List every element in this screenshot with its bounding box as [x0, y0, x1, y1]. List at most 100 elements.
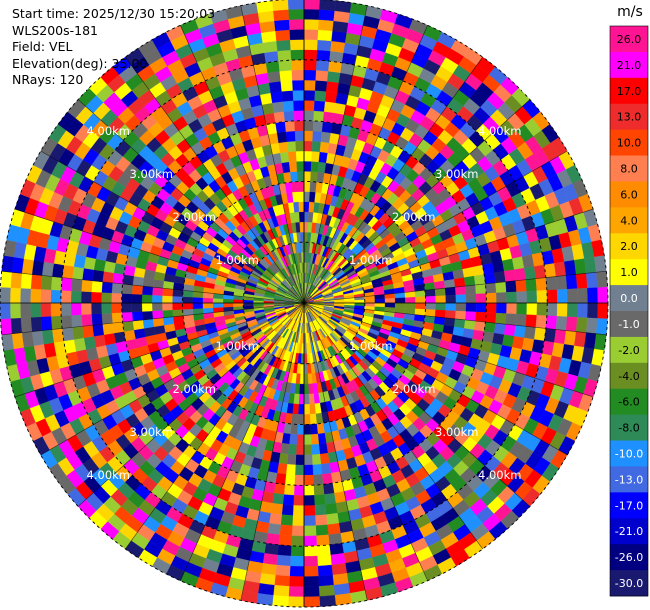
range-gate-cell [303, 484, 315, 496]
range-gate-cell [374, 302, 386, 308]
range-gate-cell [290, 171, 298, 183]
range-gate-cell [91, 291, 102, 304]
range-gate-cell [272, 595, 289, 607]
range-gate-cell [285, 130, 296, 142]
range-gate-cell [275, 472, 287, 485]
range-gate-cell [161, 302, 173, 311]
range-gate-cell [316, 534, 330, 547]
colorbar-tick-label: 6.0 [620, 188, 638, 201]
range-gate-cell [587, 287, 599, 304]
range-gate-cell [122, 274, 135, 286]
range-gate-cell [455, 285, 467, 296]
range-gate-cell [309, 403, 316, 415]
range-gate-cell [291, 59, 305, 71]
range-gate-cell [314, 514, 328, 526]
range-gate-cell [9, 302, 21, 319]
range-gate-cell [303, 201, 310, 213]
range-gate-cell [192, 297, 203, 304]
range-gate-cell [289, 565, 305, 577]
colorbar-tick-label: 4.0 [620, 214, 638, 227]
range-gate-cell [20, 317, 33, 333]
range-gate-cell [141, 285, 153, 296]
range-gate-cell [121, 293, 133, 304]
range-ring-label: 2.00km [392, 382, 435, 396]
range-gate-cell [111, 292, 123, 304]
range-gate-cell [60, 277, 73, 291]
range-gate-cell [312, 474, 324, 486]
range-gate-cell [597, 286, 609, 304]
range-gate-cell [303, 474, 314, 486]
range-gate-cell [323, 101, 336, 114]
range-gate-cell [92, 269, 105, 282]
range-gate-cell [333, 10, 351, 23]
range-gate-cell [141, 294, 153, 304]
range-gate-cell [293, 495, 305, 506]
range-gate-cell [295, 454, 305, 466]
range-gate-cell [0, 271, 12, 288]
range-gate-cell [556, 289, 568, 304]
range-gate-cell [101, 302, 112, 314]
range-ring-label: 3.00km [130, 167, 173, 181]
range-gate-cell [364, 299, 376, 304]
range-gate-cell [453, 277, 466, 288]
range-gate-cell [554, 261, 567, 277]
range-gate-cell [594, 255, 607, 273]
range-gate-cell [172, 295, 183, 304]
range-gate-cell [278, 534, 292, 547]
range-gate-cell [91, 313, 103, 326]
range-gate-cell [473, 320, 486, 332]
colorbar-tick-label: 21.0 [617, 59, 642, 72]
range-gate-cell [526, 302, 538, 316]
range-gate-cell [268, 513, 282, 525]
range-gate-cell [101, 312, 113, 325]
range-gate-cell [318, 574, 334, 587]
range-gate-cell [278, 141, 289, 154]
range-gate-cell [465, 284, 477, 295]
range-gate-cell [310, 171, 318, 183]
range-gate-cell [192, 302, 203, 309]
range-gate-cell [277, 544, 292, 557]
range-gate-cell [50, 302, 62, 317]
range-gate-cell [535, 277, 548, 291]
range-gate-cell [82, 267, 94, 281]
range-gate-cell [272, 492, 285, 505]
range-gate-cell [101, 292, 112, 304]
range-gate-cell [287, 0, 305, 10]
range-gate-cell [299, 221, 305, 233]
range-gate-cell [303, 434, 312, 446]
range-gate-cell [276, 554, 291, 567]
range-gate-cell [415, 296, 426, 304]
range-gate-cell [303, 444, 313, 456]
range-gate-cell [50, 315, 63, 330]
range-gate-cell [272, 0, 289, 11]
colorbar-tick-label: -13.0 [615, 473, 643, 486]
range-gate-cell [574, 331, 587, 348]
range-gate-cell [265, 533, 280, 546]
range-gate-cell [433, 280, 446, 290]
range-gate-cell [293, 201, 300, 213]
range-gate-cell [584, 256, 597, 274]
range-gate-cell [296, 424, 305, 435]
range-gate-cell [222, 298, 234, 304]
range-gate-cell [525, 314, 537, 328]
range-gate-cell [394, 297, 406, 304]
range-gate-cell [303, 39, 318, 51]
range-ring-label: 3.00km [435, 425, 478, 439]
range-gate-cell [316, 49, 331, 62]
range-gate-cell [566, 288, 578, 304]
range-gate-cell [298, 191, 305, 202]
range-gate-cell [445, 294, 457, 304]
range-gate-cell [465, 302, 477, 313]
range-gate-cell [142, 318, 155, 329]
range-gate-cell [516, 291, 528, 304]
range-gate-cell [564, 260, 577, 276]
range-gate-cell [161, 295, 173, 304]
range-gate-cell [444, 310, 456, 320]
range-gate-cell [313, 494, 326, 506]
range-gate-cell [102, 271, 115, 284]
range-ring-label: 1.00km [216, 339, 259, 353]
range-gate-cell [506, 302, 517, 315]
range-gate-cell [303, 150, 313, 162]
range-gate-cell [291, 181, 299, 193]
range-gate-cell [1, 333, 14, 351]
